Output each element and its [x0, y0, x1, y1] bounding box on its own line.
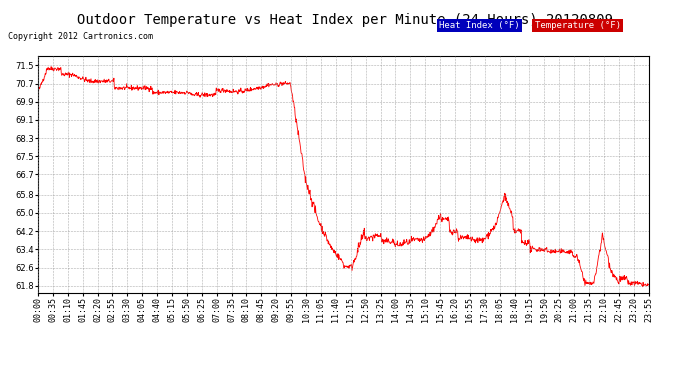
Text: Heat Index (°F): Heat Index (°F)	[439, 21, 520, 30]
Text: Copyright 2012 Cartronics.com: Copyright 2012 Cartronics.com	[8, 32, 153, 41]
Text: Outdoor Temperature vs Heat Index per Minute (24 Hours) 20120809: Outdoor Temperature vs Heat Index per Mi…	[77, 13, 613, 27]
Text: Temperature (°F): Temperature (°F)	[535, 21, 621, 30]
